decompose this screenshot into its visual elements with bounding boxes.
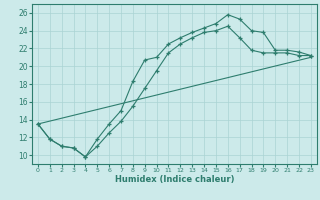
X-axis label: Humidex (Indice chaleur): Humidex (Indice chaleur) bbox=[115, 175, 234, 184]
